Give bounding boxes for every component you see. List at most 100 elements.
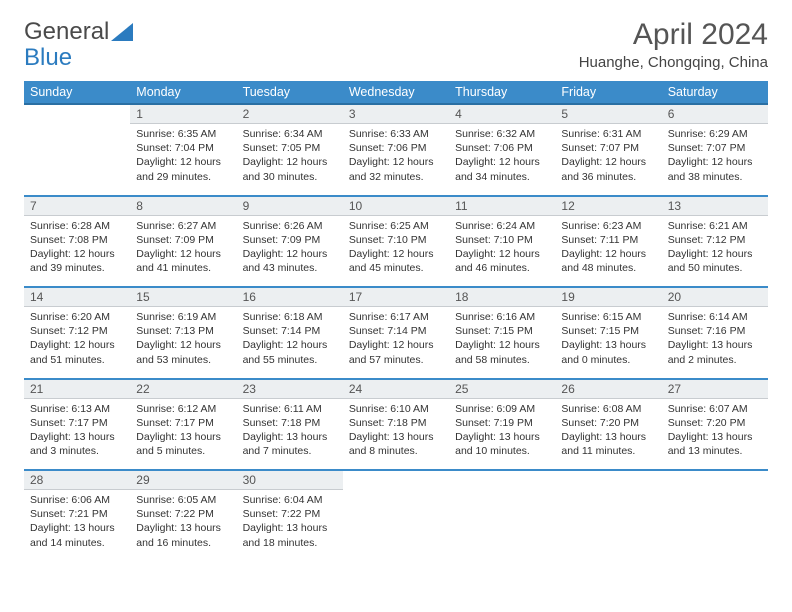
day-number: 10 [343, 196, 449, 216]
sunset-text: Sunset: 7:18 PM [349, 416, 443, 430]
day-cell: Sunrise: 6:34 AMSunset: 7:05 PMDaylight:… [237, 124, 343, 196]
day-number: 2 [237, 104, 343, 124]
day-cell [343, 490, 449, 562]
sunrise-text: Sunrise: 6:31 AM [561, 127, 655, 141]
day2-text: and 41 minutes. [136, 261, 230, 275]
sunrise-text: Sunrise: 6:32 AM [455, 127, 549, 141]
day-number: 13 [662, 196, 768, 216]
sunset-text: Sunset: 7:19 PM [455, 416, 549, 430]
sunset-text: Sunset: 7:15 PM [455, 324, 549, 338]
daynum-row: 78910111213 [24, 196, 768, 216]
day-number: 22 [130, 379, 236, 399]
day2-text: and 8 minutes. [349, 444, 443, 458]
day-cell: Sunrise: 6:12 AMSunset: 7:17 PMDaylight:… [130, 398, 236, 470]
logo-line2: Blue [24, 44, 72, 72]
day1-text: Daylight: 13 hours [243, 521, 337, 535]
day1-text: Daylight: 12 hours [561, 155, 655, 169]
logo-text-1: General [24, 18, 109, 46]
day2-text: and 39 minutes. [30, 261, 124, 275]
sunrise-text: Sunrise: 6:35 AM [136, 127, 230, 141]
day-number: 1 [130, 104, 236, 124]
day2-text: and 18 minutes. [243, 536, 337, 550]
day-cell: Sunrise: 6:20 AMSunset: 7:12 PMDaylight:… [24, 307, 130, 379]
day1-text: Daylight: 13 hours [668, 338, 762, 352]
day1-text: Daylight: 12 hours [136, 155, 230, 169]
sunset-text: Sunset: 7:06 PM [455, 141, 549, 155]
day2-text: and 46 minutes. [455, 261, 549, 275]
sunrise-text: Sunrise: 6:26 AM [243, 219, 337, 233]
day-number: 16 [237, 287, 343, 307]
sunset-text: Sunset: 7:08 PM [30, 233, 124, 247]
sunrise-text: Sunrise: 6:05 AM [136, 493, 230, 507]
day-number [449, 470, 555, 490]
day-number [24, 104, 130, 124]
sunset-text: Sunset: 7:10 PM [349, 233, 443, 247]
day-cell [662, 490, 768, 562]
day-header: Thursday [449, 81, 555, 104]
day1-text: Daylight: 13 hours [30, 521, 124, 535]
sunset-text: Sunset: 7:17 PM [136, 416, 230, 430]
day2-text: and 34 minutes. [455, 170, 549, 184]
day2-text: and 57 minutes. [349, 353, 443, 367]
day1-text: Daylight: 12 hours [349, 155, 443, 169]
sunrise-text: Sunrise: 6:15 AM [561, 310, 655, 324]
content-row: Sunrise: 6:35 AMSunset: 7:04 PMDaylight:… [24, 124, 768, 196]
location-text: Huanghe, Chongqing, China [579, 54, 768, 71]
sunset-text: Sunset: 7:12 PM [30, 324, 124, 338]
day1-text: Daylight: 12 hours [455, 155, 549, 169]
day1-text: Daylight: 12 hours [349, 338, 443, 352]
day-cell: Sunrise: 6:05 AMSunset: 7:22 PMDaylight:… [130, 490, 236, 562]
day-header: Wednesday [343, 81, 449, 104]
day-header: Tuesday [237, 81, 343, 104]
sunset-text: Sunset: 7:12 PM [668, 233, 762, 247]
day-number: 30 [237, 470, 343, 490]
day2-text: and 51 minutes. [30, 353, 124, 367]
day-number: 24 [343, 379, 449, 399]
sunrise-text: Sunrise: 6:25 AM [349, 219, 443, 233]
day1-text: Daylight: 12 hours [561, 247, 655, 261]
day2-text: and 5 minutes. [136, 444, 230, 458]
day-number: 12 [555, 196, 661, 216]
daynum-row: 14151617181920 [24, 287, 768, 307]
sunrise-text: Sunrise: 6:11 AM [243, 402, 337, 416]
day-number: 27 [662, 379, 768, 399]
title-block: April 2024 Huanghe, Chongqing, China [579, 18, 768, 71]
day1-text: Daylight: 13 hours [349, 430, 443, 444]
day2-text: and 13 minutes. [668, 444, 762, 458]
day-cell: Sunrise: 6:31 AMSunset: 7:07 PMDaylight:… [555, 124, 661, 196]
sunset-text: Sunset: 7:06 PM [349, 141, 443, 155]
sunset-text: Sunset: 7:16 PM [668, 324, 762, 338]
day-number: 15 [130, 287, 236, 307]
day-cell: Sunrise: 6:33 AMSunset: 7:06 PMDaylight:… [343, 124, 449, 196]
day1-text: Daylight: 13 hours [561, 338, 655, 352]
day-number [662, 470, 768, 490]
sunrise-text: Sunrise: 6:19 AM [136, 310, 230, 324]
day-number: 19 [555, 287, 661, 307]
sunrise-text: Sunrise: 6:17 AM [349, 310, 443, 324]
day1-text: Daylight: 13 hours [136, 430, 230, 444]
day1-text: Daylight: 13 hours [561, 430, 655, 444]
day-cell: Sunrise: 6:25 AMSunset: 7:10 PMDaylight:… [343, 215, 449, 287]
day-number: 4 [449, 104, 555, 124]
day-number: 8 [130, 196, 236, 216]
day-number: 5 [555, 104, 661, 124]
day1-text: Daylight: 12 hours [136, 247, 230, 261]
day2-text: and 53 minutes. [136, 353, 230, 367]
day-number: 14 [24, 287, 130, 307]
sunrise-text: Sunrise: 6:21 AM [668, 219, 762, 233]
day-header: Monday [130, 81, 236, 104]
day2-text: and 10 minutes. [455, 444, 549, 458]
sunset-text: Sunset: 7:17 PM [30, 416, 124, 430]
content-row: Sunrise: 6:20 AMSunset: 7:12 PMDaylight:… [24, 307, 768, 379]
day-cell: Sunrise: 6:16 AMSunset: 7:15 PMDaylight:… [449, 307, 555, 379]
day-cell: Sunrise: 6:11 AMSunset: 7:18 PMDaylight:… [237, 398, 343, 470]
content-row: Sunrise: 6:06 AMSunset: 7:21 PMDaylight:… [24, 490, 768, 562]
day-cell [449, 490, 555, 562]
day1-text: Daylight: 12 hours [243, 247, 337, 261]
day1-text: Daylight: 12 hours [455, 247, 549, 261]
sunrise-text: Sunrise: 6:08 AM [561, 402, 655, 416]
day-number: 23 [237, 379, 343, 399]
day1-text: Daylight: 12 hours [30, 247, 124, 261]
day-cell: Sunrise: 6:26 AMSunset: 7:09 PMDaylight:… [237, 215, 343, 287]
sunrise-text: Sunrise: 6:10 AM [349, 402, 443, 416]
